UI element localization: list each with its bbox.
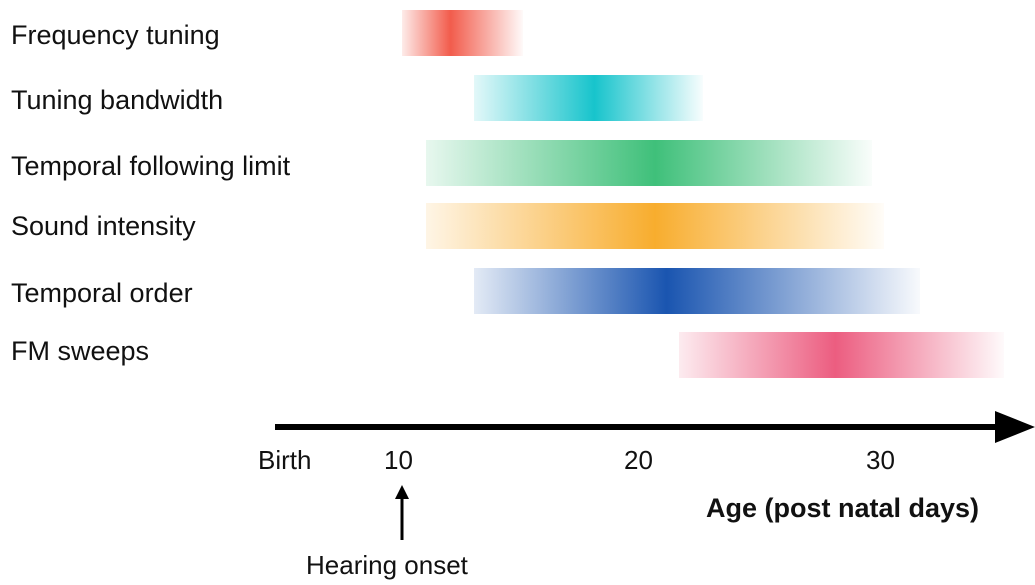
- bar-temporal-order: [474, 268, 921, 314]
- bar-frequency-tuning: [402, 10, 523, 56]
- tick-30: 30: [866, 445, 895, 475]
- row-label-temporal-order: Temporal order: [11, 278, 193, 308]
- tick-10: 10: [384, 445, 413, 475]
- row-label-frequency-tuning: Frequency tuning: [11, 20, 220, 50]
- hearing-onset-label: Hearing onset: [306, 550, 468, 580]
- row-label-sound-intensity: Sound intensity: [11, 211, 196, 241]
- bar-tuning-bandwidth: [474, 75, 704, 121]
- axis-arrowhead: [995, 411, 1035, 443]
- tick-20: 20: [624, 445, 653, 475]
- row-label-tuning-bandwidth: Tuning bandwidth: [11, 85, 224, 115]
- bar-fm-sweeps: [679, 332, 1005, 378]
- bar-temporal-following-limit: [426, 140, 872, 186]
- row-label-temporal-following-limit: Temporal following limit: [11, 151, 291, 181]
- tick-birth: Birth: [258, 445, 312, 475]
- row-label-fm-sweeps: FM sweeps: [11, 336, 150, 366]
- axis-title: Age (post natal days): [706, 493, 980, 523]
- hearing-onset-arrowhead: [395, 485, 409, 499]
- bar-sound-intensity: [426, 203, 884, 249]
